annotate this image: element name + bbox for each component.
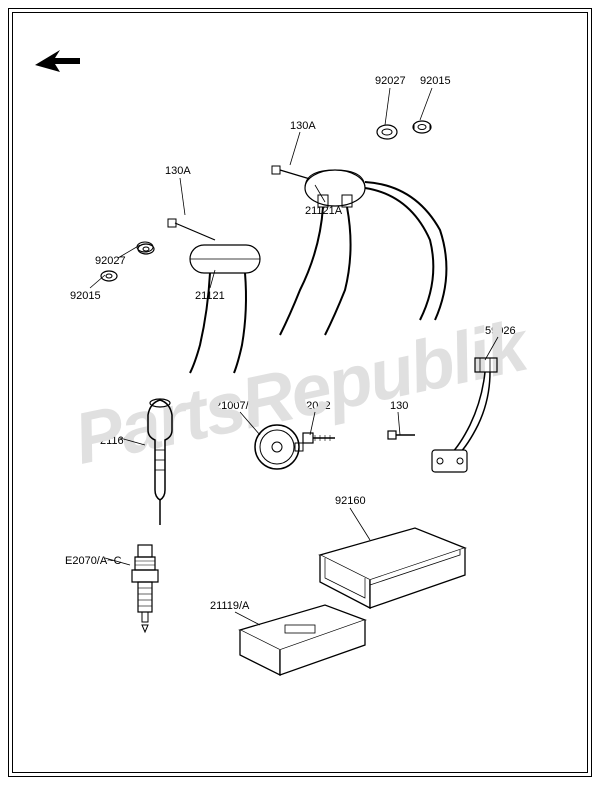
part-nut-92027-left [135,238,157,260]
part-coil-21121 [130,215,310,375]
label-E2070: E2070/A~C [65,555,122,567]
part-plug-cap-21160 [130,395,190,535]
part-washer-92015-left [98,265,120,287]
part-bolt-130 [385,425,420,450]
label-92027-top: 92027 [375,75,406,87]
part-case-92160 [310,520,480,620]
label-92160: 92160 [335,495,366,507]
label-92015-left: 92015 [70,290,101,302]
label-21007A: 21007/A [215,400,256,412]
label-130A-top: 130A [290,120,316,132]
label-21160: 21160 [100,435,130,447]
part-washer-92015-top [410,115,435,140]
part-rotor-21007 [250,420,305,475]
label-92015-top: 92015 [420,75,451,87]
label-59026: 59026 [485,325,516,337]
arrow-indicator-icon [30,40,90,80]
label-130: 130 [390,400,408,412]
part-pickup-59026 [420,350,520,490]
label-130A-left: 130A [165,165,191,177]
part-spark-plug [120,540,170,640]
part-bolt-92002 [300,425,340,455]
label-92002: 92002 [300,400,331,412]
